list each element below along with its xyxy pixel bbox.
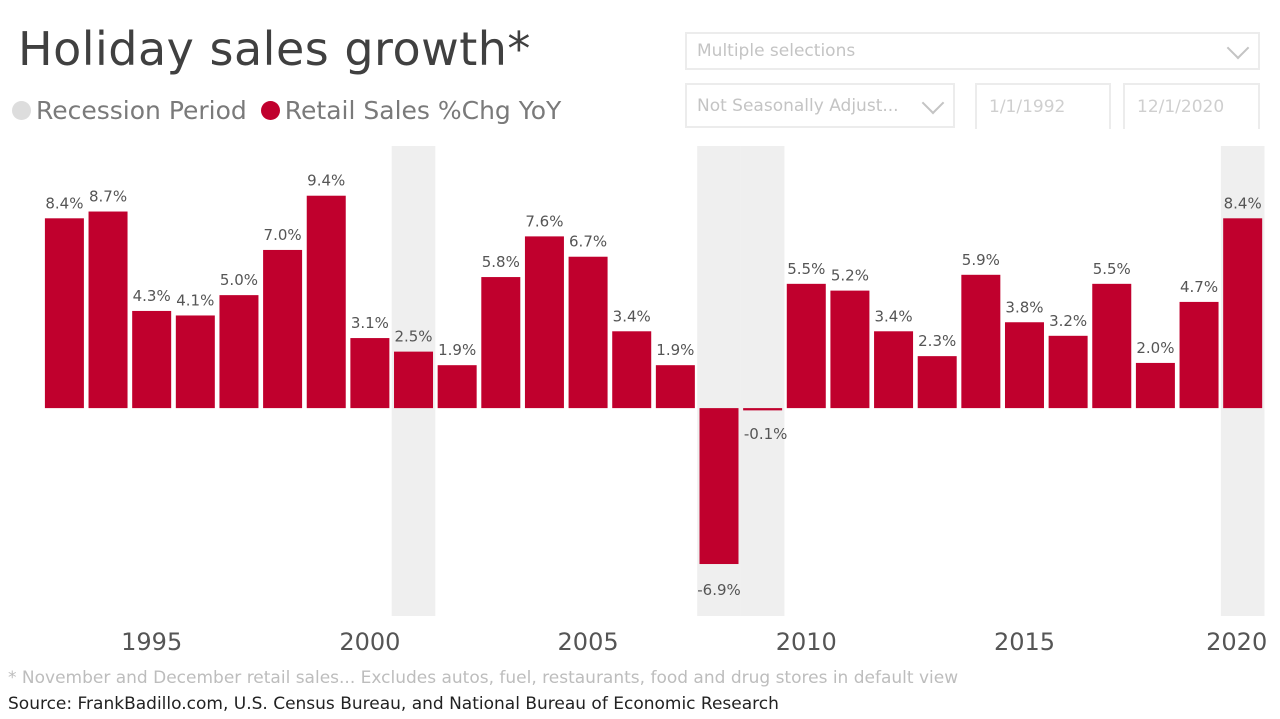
bar-2005[interactable] [568, 256, 608, 409]
recession-dot-icon [12, 101, 31, 120]
bar-2008[interactable] [699, 408, 739, 565]
bar-2018[interactable] [1135, 362, 1175, 409]
recession-band-2009 [740, 146, 785, 616]
data-label-2008: -6.9% [697, 581, 741, 599]
bar-2003[interactable] [481, 277, 521, 409]
adjustment-slicer[interactable]: Not Seasonally Adjust... [685, 83, 955, 128]
data-label-2020: 8.4% [1224, 194, 1262, 212]
legend-recession-label: Recession Period [36, 96, 247, 125]
bar-2016[interactable] [1048, 335, 1088, 409]
data-label-2002: 1.9% [438, 341, 476, 359]
x-tick-2005: 2005 [558, 628, 619, 656]
x-tick-1995: 1995 [121, 628, 182, 656]
footnote: * November and December retail sales... … [8, 668, 959, 688]
x-tick-2000: 2000 [339, 628, 400, 656]
bar-2000[interactable] [350, 338, 390, 409]
data-label-2014: 5.9% [962, 251, 1000, 269]
bar-2004[interactable] [524, 236, 564, 409]
bar-1994[interactable] [88, 211, 128, 409]
bar-2013[interactable] [917, 356, 957, 409]
data-label-2005: 6.7% [569, 233, 607, 251]
chevron-down-icon [921, 91, 945, 114]
chevron-down-icon [1226, 36, 1250, 60]
data-label-2011: 5.2% [831, 267, 869, 285]
bar-2020[interactable] [1223, 218, 1263, 409]
bar-2002[interactable] [437, 365, 477, 409]
data-label-1996: 4.1% [176, 291, 214, 309]
data-label-2019: 4.7% [1180, 278, 1218, 296]
bar-2009[interactable] [743, 408, 783, 411]
bar-2012[interactable] [874, 331, 914, 409]
legend-item-recession[interactable]: Recession Period [12, 96, 247, 125]
bar-chart: 8.4% 8.7% 4.3% 4.1% 5.0% 7.0% 9.4% 3.1% 2.5% 1.9%… [44, 146, 1267, 656]
data-label-1998: 7.0% [264, 226, 302, 244]
sales-dot-icon [260, 101, 280, 120]
data-label-2018: 2.0% [1136, 339, 1174, 357]
bar-2019[interactable] [1179, 301, 1219, 409]
data-label-2006: 3.4% [613, 307, 651, 325]
chart-title: Holiday sales growth* [18, 22, 531, 76]
data-label-1997: 5.0% [220, 271, 258, 289]
legend-item-sales[interactable]: Retail Sales %Chg YoY [260, 96, 562, 125]
source-text: Source: FrankBadillo.com, U.S. Census Bu… [8, 694, 779, 714]
x-tick-2010: 2010 [776, 628, 837, 656]
legend-sales-label: Retail Sales %Chg YoY [284, 96, 562, 125]
end-date-value: 12/1/2020 [1137, 97, 1225, 117]
bar-2011[interactable] [830, 290, 870, 409]
data-label-2000: 3.1% [351, 314, 389, 332]
category-slicer-value: Multiple selections [697, 41, 856, 61]
data-label-2017: 5.5% [1093, 260, 1131, 278]
category-slicer[interactable]: Multiple selections [685, 32, 1260, 70]
data-label-2010: 5.5% [787, 260, 825, 278]
data-label-2001: 2.5% [394, 328, 432, 346]
x-tick-2015: 2015 [994, 628, 1055, 656]
data-label-2016: 3.2% [1049, 312, 1087, 330]
bar-1998[interactable] [263, 249, 303, 409]
data-label-2013: 2.3% [918, 332, 956, 350]
data-label-2009: -0.1% [744, 425, 788, 443]
data-label-2003: 5.8% [482, 253, 520, 271]
start-date-input[interactable]: 1/1/1992 [975, 83, 1111, 129]
bar-2014[interactable] [961, 274, 1001, 409]
bar-2006[interactable] [612, 331, 652, 409]
start-date-value: 1/1/1992 [989, 97, 1066, 117]
bar-2001[interactable] [394, 351, 434, 409]
bar-2010[interactable] [786, 283, 826, 409]
x-tick-2020: 2020 [1206, 628, 1267, 656]
data-label-1993: 8.4% [45, 194, 83, 212]
legend: Recession Period Retail Sales %Chg YoY [12, 96, 575, 125]
data-label-1995: 4.3% [133, 287, 171, 305]
adjustment-slicer-value: Not Seasonally Adjust... [697, 95, 899, 116]
data-label-1994: 8.7% [89, 188, 127, 206]
data-label-1999: 9.4% [307, 172, 345, 190]
data-label-2015: 3.8% [1005, 298, 1043, 316]
bar-1993[interactable] [44, 218, 84, 409]
data-label-2012: 3.4% [875, 307, 913, 325]
end-date-input[interactable]: 12/1/2020 [1123, 83, 1260, 129]
bar-2017[interactable] [1092, 283, 1132, 409]
bar-1999[interactable] [306, 195, 346, 409]
bar-1995[interactable] [132, 310, 172, 409]
bar-2007[interactable] [655, 365, 695, 409]
bar-1997[interactable] [219, 295, 259, 409]
bar-2015[interactable] [1004, 322, 1044, 409]
data-label-2004: 7.6% [525, 212, 563, 230]
data-label-2007: 1.9% [656, 341, 694, 359]
bar-1996[interactable] [175, 315, 215, 409]
